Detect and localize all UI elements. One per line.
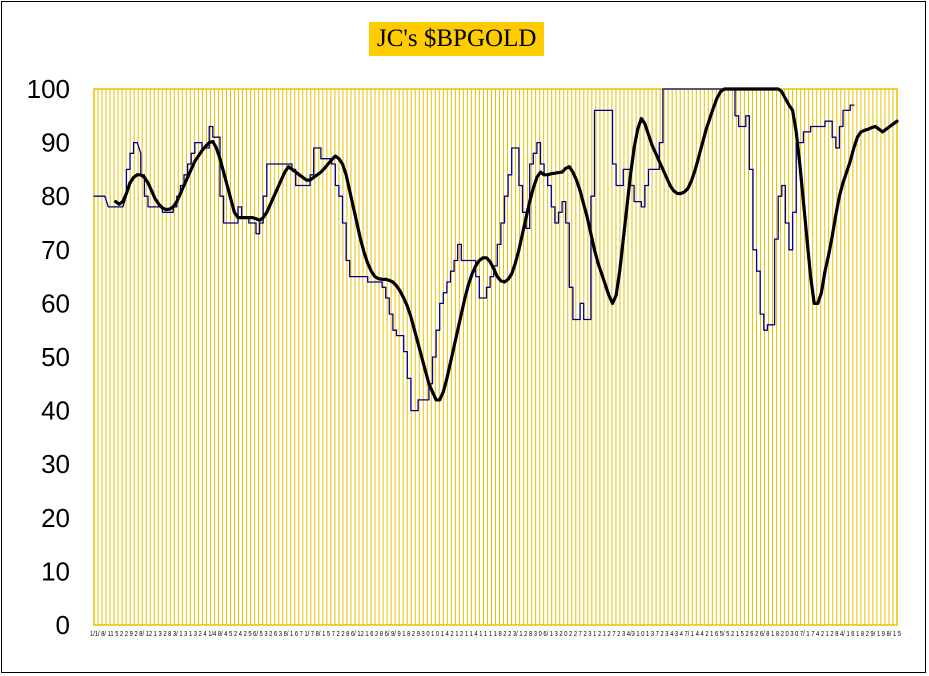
y-tick-label: 60 [41,288,70,318]
x-axis-ticks: 1/1/ 8/ 11 5 2 2 9 2 8/ 12 1 3 2 8 3/ 1 … [90,631,901,638]
y-tick-label: 100 [27,74,70,104]
y-tick-label: 40 [41,396,70,426]
series-group [93,87,899,412]
smoothed-series-line [114,87,899,402]
y-tick-label: 20 [41,503,70,533]
y-tick-label: 50 [41,342,70,372]
y-tick-label: 90 [41,128,70,158]
y-tick-label: 10 [41,556,70,586]
y-tick-label: 70 [41,235,70,265]
y-axis-ticks: 0 10 20 30 40 50 60 70 80 90 100 [27,74,70,640]
x-tick-labels: 1/1/ 8/ 11 5 2 2 9 2 8/ 12 1 3 2 8 3/ 1 … [90,631,901,638]
vertical-gridlines [93,89,898,625]
y-tick-label: 30 [41,449,70,479]
y-tick-label: 0 [56,610,70,640]
chart-title: JC's $BPGOLD [369,22,545,56]
y-tick-label: 80 [41,181,70,211]
raw-series-line [93,88,855,412]
